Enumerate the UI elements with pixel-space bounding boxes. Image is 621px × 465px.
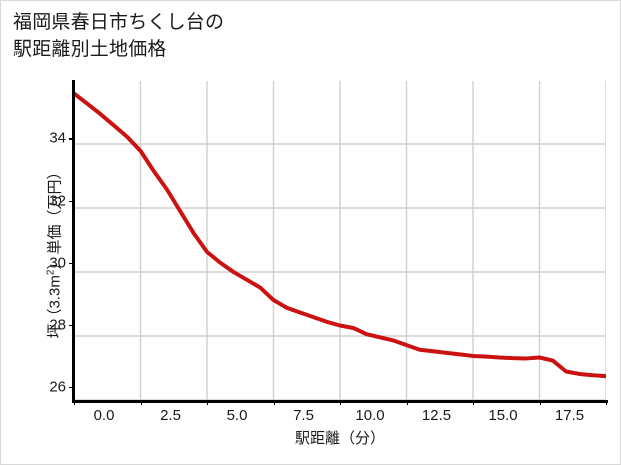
- y-axis-label-suffix: ）単価（万円）: [46, 164, 64, 270]
- y-tick-label: 34: [49, 129, 66, 147]
- x-tick-label: 15.0: [488, 407, 518, 424]
- y-tick-mark: [69, 387, 73, 389]
- x-tick-label: 0.0: [93, 407, 115, 424]
- data-series-line: [74, 91, 606, 379]
- x-tick-label: 12.5: [421, 407, 452, 424]
- x-tick-mark: [473, 401, 475, 405]
- y-axis-label-prefix: 坪（3.3m: [46, 275, 64, 339]
- x-tick-mark: [74, 401, 76, 405]
- x-tick-mark: [406, 401, 408, 405]
- x-tick-label: 7.5: [293, 407, 314, 424]
- x-tick-label: 2.5: [160, 407, 181, 424]
- y-tick-label: 32: [49, 192, 66, 210]
- y-tick-mark: [69, 138, 73, 140]
- x-tick-mark: [606, 401, 608, 405]
- y-axis-spine: [72, 80, 75, 402]
- x-tick-label: 17.5: [554, 407, 585, 424]
- y-tick-mark: [69, 324, 73, 327]
- y-tick-mark: [69, 262, 73, 265]
- x-tick-mark: [207, 401, 209, 405]
- x-tick-mark: [539, 401, 541, 405]
- y-tick-label: 28: [49, 316, 66, 334]
- plot-area: [74, 81, 606, 401]
- x-tick-mark: [140, 401, 142, 405]
- x-axis-label: 駅距離（分）: [294, 430, 385, 447]
- y-tick-mark: [69, 200, 73, 202]
- x-tick-label: 5.0: [226, 407, 248, 424]
- y-tick-label: 30: [49, 254, 66, 272]
- gridlines-vertical: [74, 81, 606, 401]
- x-tick-mark: [273, 401, 275, 405]
- x-tick-mark: [340, 401, 342, 405]
- y-tick-label: 26: [49, 378, 66, 396]
- y-axis-label-superscript: 2: [45, 269, 57, 276]
- x-tick-label: 10.0: [355, 407, 385, 424]
- chart-title: 福岡県春日市ちくし台の 駅距離別土地価格: [13, 12, 225, 60]
- plot-svg: [74, 81, 606, 401]
- x-tick-label: 20.0: [606, 407, 621, 424]
- y-axis-label: 坪（3.3m2）単価（万円）: [44, 102, 65, 402]
